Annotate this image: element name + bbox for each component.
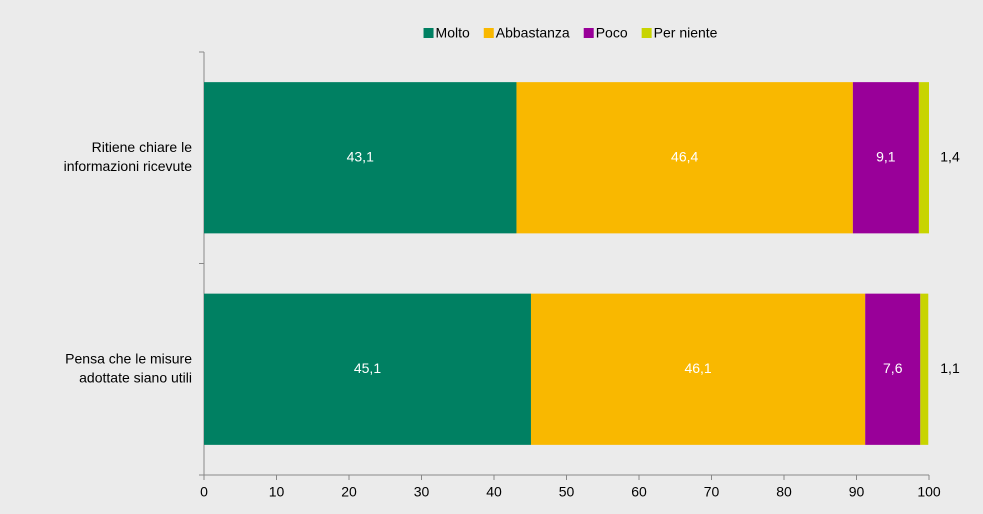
legend-marker (483, 28, 494, 38)
bar-segment (852, 82, 919, 234)
legend: Molto Abbastanza Poco Per niente (423, 25, 718, 41)
category-label: Pensa che le misure (65, 350, 192, 366)
category-label: adottate siano utili (79, 369, 192, 385)
value-label: 7,6 (883, 360, 903, 376)
bar-segment (918, 82, 929, 234)
bar-segment (530, 293, 866, 445)
x-tick-label: 50 (559, 484, 575, 500)
legend-label: Per niente (654, 25, 718, 41)
category-label: Ritiene chiare le (92, 139, 193, 155)
legend-label: Abbastanza (496, 25, 570, 41)
value-label: 9,1 (876, 148, 896, 164)
legend-label: Molto (436, 25, 470, 41)
x-tick-label: 20 (341, 484, 357, 500)
legend-marker (641, 28, 652, 38)
category-label: informazioni ricevute (64, 158, 193, 174)
x-tick-label: 30 (414, 484, 430, 500)
value-label: 1,1 (940, 360, 960, 376)
x-tick-label: 40 (486, 484, 502, 500)
x-tick-label: 70 (704, 484, 720, 500)
bar-segment (920, 293, 929, 445)
value-label: 1,4 (940, 148, 960, 164)
x-tick-label: 90 (849, 484, 865, 500)
bar-segment (865, 293, 921, 445)
legend-marker (583, 28, 594, 38)
x-tick-label: 60 (631, 484, 647, 500)
bar-segment (204, 293, 531, 445)
value-label: 43,1 (347, 148, 374, 164)
legend-marker (423, 28, 434, 38)
x-tick-label: 100 (917, 484, 941, 500)
x-tick-label: 0 (200, 484, 208, 500)
value-label: 45,1 (354, 360, 381, 376)
legend-label: Poco (596, 25, 628, 41)
bar-segment (516, 82, 853, 234)
value-label: 46,4 (671, 148, 698, 164)
x-tick-label: 10 (269, 484, 285, 500)
x-tick-label: 80 (776, 484, 792, 500)
value-label: 46,1 (684, 360, 711, 376)
bar-segment (204, 82, 517, 234)
